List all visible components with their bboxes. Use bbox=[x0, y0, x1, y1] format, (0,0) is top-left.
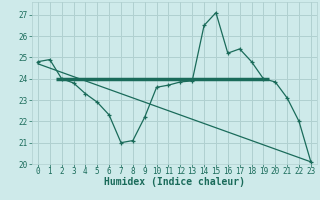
X-axis label: Humidex (Indice chaleur): Humidex (Indice chaleur) bbox=[104, 177, 245, 187]
